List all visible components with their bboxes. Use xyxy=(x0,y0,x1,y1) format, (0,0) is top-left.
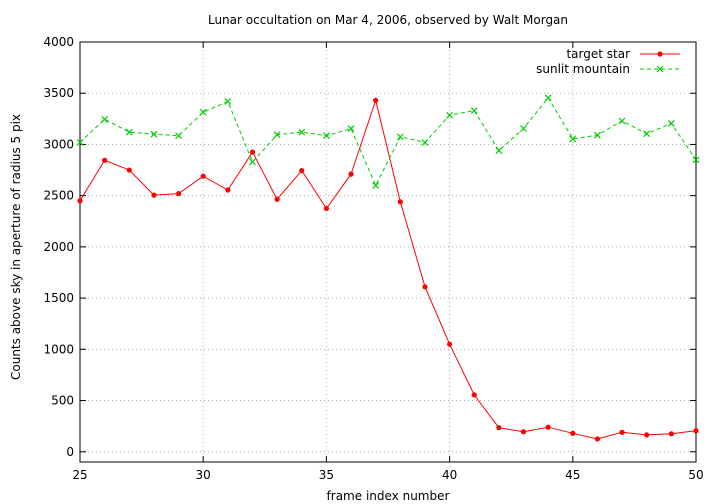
y-tick-label: 3500 xyxy=(43,86,74,100)
data-point-sunlit-mountain xyxy=(446,111,454,119)
data-point-sunlit-mountain xyxy=(199,108,207,116)
x-tick-label: 40 xyxy=(442,468,457,482)
x-tick-label: 30 xyxy=(196,468,211,482)
data-point-target-star xyxy=(397,199,403,205)
y-tick-label: 2500 xyxy=(43,189,74,203)
data-point-target-star xyxy=(175,191,182,197)
legend-label-sunlit-mountain: sunlit mountain xyxy=(536,62,630,76)
data-point-target-star xyxy=(249,149,256,155)
data-point-sunlit-mountain xyxy=(125,128,133,136)
data-point-target-star xyxy=(644,432,650,438)
y-axis-label: Counts above sky in aperture of radius 5… xyxy=(9,114,23,380)
data-point-sunlit-mountain xyxy=(618,117,626,125)
data-point-target-star xyxy=(594,436,601,442)
data-point-target-star xyxy=(668,431,674,437)
series-layer xyxy=(76,94,700,442)
data-point-target-star xyxy=(225,187,231,193)
y-tick-label: 1500 xyxy=(43,291,74,305)
data-point-target-star xyxy=(348,171,354,177)
data-point-target-star xyxy=(520,429,527,435)
x-tick-label: 50 xyxy=(688,468,703,482)
data-point-sunlit-mountain xyxy=(322,132,330,140)
y-tick-label: 500 xyxy=(51,394,74,408)
data-point-sunlit-mountain xyxy=(495,147,503,155)
legend-marker-sunlit-mountain xyxy=(656,65,664,73)
chart-title: Lunar occultation on Mar 4, 2006, observ… xyxy=(208,13,568,27)
data-point-target-star xyxy=(126,167,132,173)
data-point-sunlit-mountain xyxy=(175,132,182,140)
data-point-target-star xyxy=(200,173,206,179)
data-point-sunlit-mountain xyxy=(249,158,256,166)
data-point-sunlit-mountain xyxy=(594,131,601,139)
data-point-target-star xyxy=(447,341,453,347)
data-point-sunlit-mountain xyxy=(224,97,232,105)
legend-marker-target-star xyxy=(657,51,663,57)
data-point-target-star xyxy=(545,424,551,430)
data-point-sunlit-mountain xyxy=(643,130,651,138)
plot-frame xyxy=(79,41,697,463)
series-line-sunlit-mountain xyxy=(79,96,697,187)
data-point-sunlit-mountain xyxy=(520,125,527,132)
x-tick-label: 25 xyxy=(72,468,87,482)
y-tick-label: 3000 xyxy=(43,137,74,151)
data-point-sunlit-mountain xyxy=(544,94,552,102)
x-axis-label: frame index number xyxy=(327,489,450,503)
data-point-target-star xyxy=(274,196,280,202)
data-point-sunlit-mountain xyxy=(692,156,700,164)
x-tick-label: 35 xyxy=(319,468,334,482)
data-point-sunlit-mountain xyxy=(76,138,84,146)
x-tick-label: 45 xyxy=(565,468,580,482)
y-tick-label: 2000 xyxy=(43,240,74,254)
data-point-sunlit-mountain xyxy=(372,181,380,189)
data-point-target-star xyxy=(151,192,157,198)
data-point-target-star xyxy=(102,157,108,163)
series-line-target-star xyxy=(79,98,697,440)
data-point-target-star xyxy=(693,428,699,434)
data-point-sunlit-mountain xyxy=(347,125,355,132)
data-point-target-star xyxy=(323,205,329,212)
data-point-target-star xyxy=(422,284,428,290)
axis-ticks: 25 30 35 40 45 500500100015002000250030003500… xyxy=(43,35,703,482)
data-point-sunlit-mountain xyxy=(569,135,577,143)
data-point-target-star xyxy=(471,392,477,398)
data-point-sunlit-mountain xyxy=(421,138,429,146)
data-point-target-star xyxy=(619,429,625,435)
y-tick-label: 4000 xyxy=(43,35,74,49)
y-tick-label: 0 xyxy=(66,445,74,459)
data-point-target-star xyxy=(299,167,305,174)
series-sunlit-mountain xyxy=(76,94,700,189)
grid-lines xyxy=(80,42,696,462)
y-tick-label: 1000 xyxy=(43,342,74,356)
data-point-sunlit-mountain xyxy=(298,128,306,136)
data-point-sunlit-mountain xyxy=(150,130,158,138)
series-target-star xyxy=(77,97,699,442)
legend-label-target-star: target star xyxy=(566,47,630,61)
data-point-sunlit-mountain xyxy=(101,115,109,123)
data-point-target-star xyxy=(373,97,379,103)
data-point-sunlit-mountain xyxy=(470,107,478,115)
data-point-sunlit-mountain xyxy=(396,133,404,141)
data-point-target-star xyxy=(570,430,576,436)
data-point-target-star xyxy=(77,198,83,204)
data-point-sunlit-mountain xyxy=(273,131,281,139)
data-point-target-star xyxy=(496,425,502,431)
data-point-sunlit-mountain xyxy=(667,120,675,127)
